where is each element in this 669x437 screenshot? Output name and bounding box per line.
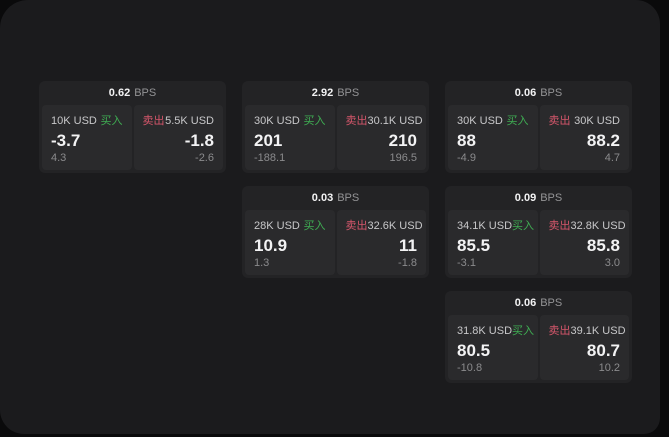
bps-unit-label: BPS bbox=[337, 87, 360, 99]
sell-amount: 30K USD bbox=[574, 115, 620, 127]
buy-tile[interactable]: 30K USD 买入 201 -188.1 bbox=[245, 105, 335, 170]
sell-tile[interactable]: 卖出 39.1K USD 80.7 10.2 bbox=[539, 315, 629, 380]
buy-delta: -3.1 bbox=[457, 257, 476, 269]
buy-delta: -188.1 bbox=[254, 152, 286, 164]
sell-delta: -1.8 bbox=[398, 257, 417, 269]
sell-delta: -2.6 bbox=[195, 152, 214, 164]
sell-tile[interactable]: 卖出 5.5K USD -1.8 -2.6 bbox=[133, 105, 223, 170]
bps-value: 2.92 bbox=[311, 87, 334, 99]
sell-delta: 10.2 bbox=[598, 362, 620, 374]
sell-amount: 32.6K USD bbox=[367, 220, 423, 232]
sell-tile[interactable]: 卖出 30K USD 88.2 4.7 bbox=[539, 105, 629, 170]
bps-header: 0.09 BPS bbox=[448, 186, 629, 210]
bps-unit-label: BPS bbox=[540, 297, 563, 309]
sell-amount: 5.5K USD bbox=[165, 115, 214, 127]
buy-amount: 34.1K USD bbox=[457, 220, 513, 232]
sell-price: 11 bbox=[399, 235, 417, 255]
quote-card-1: 0.62 BPS 10K USD 买入 -3.7 4.3 卖出 5.5K USD bbox=[39, 81, 226, 173]
bps-value: 0.09 bbox=[514, 192, 537, 204]
sell-delta: 196.5 bbox=[389, 152, 417, 164]
sell-side-label: 卖出 bbox=[548, 325, 571, 337]
sell-side-label: 卖出 bbox=[345, 115, 368, 127]
buy-delta: 1.3 bbox=[254, 257, 270, 269]
sell-delta: 4.7 bbox=[604, 152, 620, 164]
sell-price: 210 bbox=[388, 130, 417, 150]
buy-price: -3.7 bbox=[51, 130, 81, 150]
bps-value: 0.06 bbox=[514, 87, 537, 99]
buy-delta: -4.9 bbox=[457, 152, 476, 164]
bps-header: 0.62 BPS bbox=[42, 81, 223, 105]
quote-card-6: 0.06 BPS 31.8K USD 买入 80.5 -10.8 卖出 39.1K… bbox=[445, 291, 632, 383]
buy-tile[interactable]: 31.8K USD 买入 80.5 -10.8 bbox=[448, 315, 538, 380]
buy-tile[interactable]: 10K USD 买入 -3.7 4.3 bbox=[42, 105, 132, 170]
quote-card-2: 2.92 BPS 30K USD 买入 201 -188.1 卖出 30.1K U… bbox=[242, 81, 429, 173]
buy-tile[interactable]: 28K USD 买入 10.9 1.3 bbox=[245, 210, 335, 275]
buy-side-label: 买入 bbox=[303, 115, 326, 127]
buy-price: 201 bbox=[254, 130, 283, 150]
bps-header: 0.06 BPS bbox=[448, 291, 629, 315]
buy-amount: 30K USD bbox=[457, 115, 503, 127]
buy-delta: 4.3 bbox=[51, 152, 67, 164]
buy-amount: 10K USD bbox=[51, 115, 97, 127]
sell-side-label: 卖出 bbox=[548, 220, 571, 232]
sell-side-label: 卖出 bbox=[345, 220, 368, 232]
bps-value: 0.62 bbox=[108, 87, 131, 99]
bps-unit-label: BPS bbox=[540, 87, 563, 99]
buy-amount: 30K USD bbox=[254, 115, 300, 127]
sell-amount: 30.1K USD bbox=[367, 115, 423, 127]
quote-card-4: 0.03 BPS 28K USD 买入 10.9 1.3 卖出 32.6K USD bbox=[242, 186, 429, 278]
sell-price: 88.2 bbox=[586, 130, 620, 150]
sell-side-label: 卖出 bbox=[548, 115, 571, 127]
sell-delta: 3.0 bbox=[604, 257, 620, 269]
bps-value: 0.06 bbox=[514, 297, 537, 309]
buy-side-label: 买入 bbox=[512, 220, 535, 232]
bps-unit-label: BPS bbox=[337, 192, 360, 204]
buy-price: 80.5 bbox=[457, 340, 491, 360]
buy-delta: -10.8 bbox=[457, 362, 483, 374]
buy-price: 85.5 bbox=[457, 235, 491, 255]
sell-price: 85.8 bbox=[586, 235, 620, 255]
sell-tile[interactable]: 卖出 32.8K USD 85.8 3.0 bbox=[539, 210, 629, 275]
buy-side-label: 买入 bbox=[100, 115, 123, 127]
bps-header: 0.06 BPS bbox=[448, 81, 629, 105]
bps-header: 0.03 BPS bbox=[245, 186, 426, 210]
buy-price: 88 bbox=[457, 130, 476, 150]
buy-side-label: 买入 bbox=[512, 325, 535, 337]
buy-amount: 28K USD bbox=[254, 220, 300, 232]
quote-cards-grid: 0.62 BPS 10K USD 买入 -3.7 4.3 卖出 5.5K USD bbox=[39, 81, 632, 383]
sell-amount: 39.1K USD bbox=[570, 325, 626, 337]
sell-side-label: 卖出 bbox=[142, 115, 165, 127]
quote-card-5: 0.09 BPS 34.1K USD 买入 85.5 -3.1 卖出 32.8K … bbox=[445, 186, 632, 278]
app-window: 0.62 BPS 10K USD 买入 -3.7 4.3 卖出 5.5K USD bbox=[0, 0, 660, 434]
bps-unit-label: BPS bbox=[134, 87, 157, 99]
bps-header: 2.92 BPS bbox=[245, 81, 426, 105]
sell-price: -1.8 bbox=[184, 130, 214, 150]
sell-price: 80.7 bbox=[586, 340, 620, 360]
quote-card-3: 0.06 BPS 30K USD 买入 88 -4.9 卖出 30K USD bbox=[445, 81, 632, 173]
buy-side-label: 买入 bbox=[303, 220, 326, 232]
bps-unit-label: BPS bbox=[540, 192, 563, 204]
buy-side-label: 买入 bbox=[506, 115, 529, 127]
buy-amount: 31.8K USD bbox=[457, 325, 513, 337]
sell-tile[interactable]: 卖出 30.1K USD 210 196.5 bbox=[336, 105, 426, 170]
buy-price: 10.9 bbox=[254, 235, 288, 255]
sell-tile[interactable]: 卖出 32.6K USD 11 -1.8 bbox=[336, 210, 426, 275]
bps-value: 0.03 bbox=[311, 192, 334, 204]
buy-tile[interactable]: 34.1K USD 买入 85.5 -3.1 bbox=[448, 210, 538, 275]
buy-tile[interactable]: 30K USD 买入 88 -4.9 bbox=[448, 105, 538, 170]
sell-amount: 32.8K USD bbox=[570, 220, 626, 232]
